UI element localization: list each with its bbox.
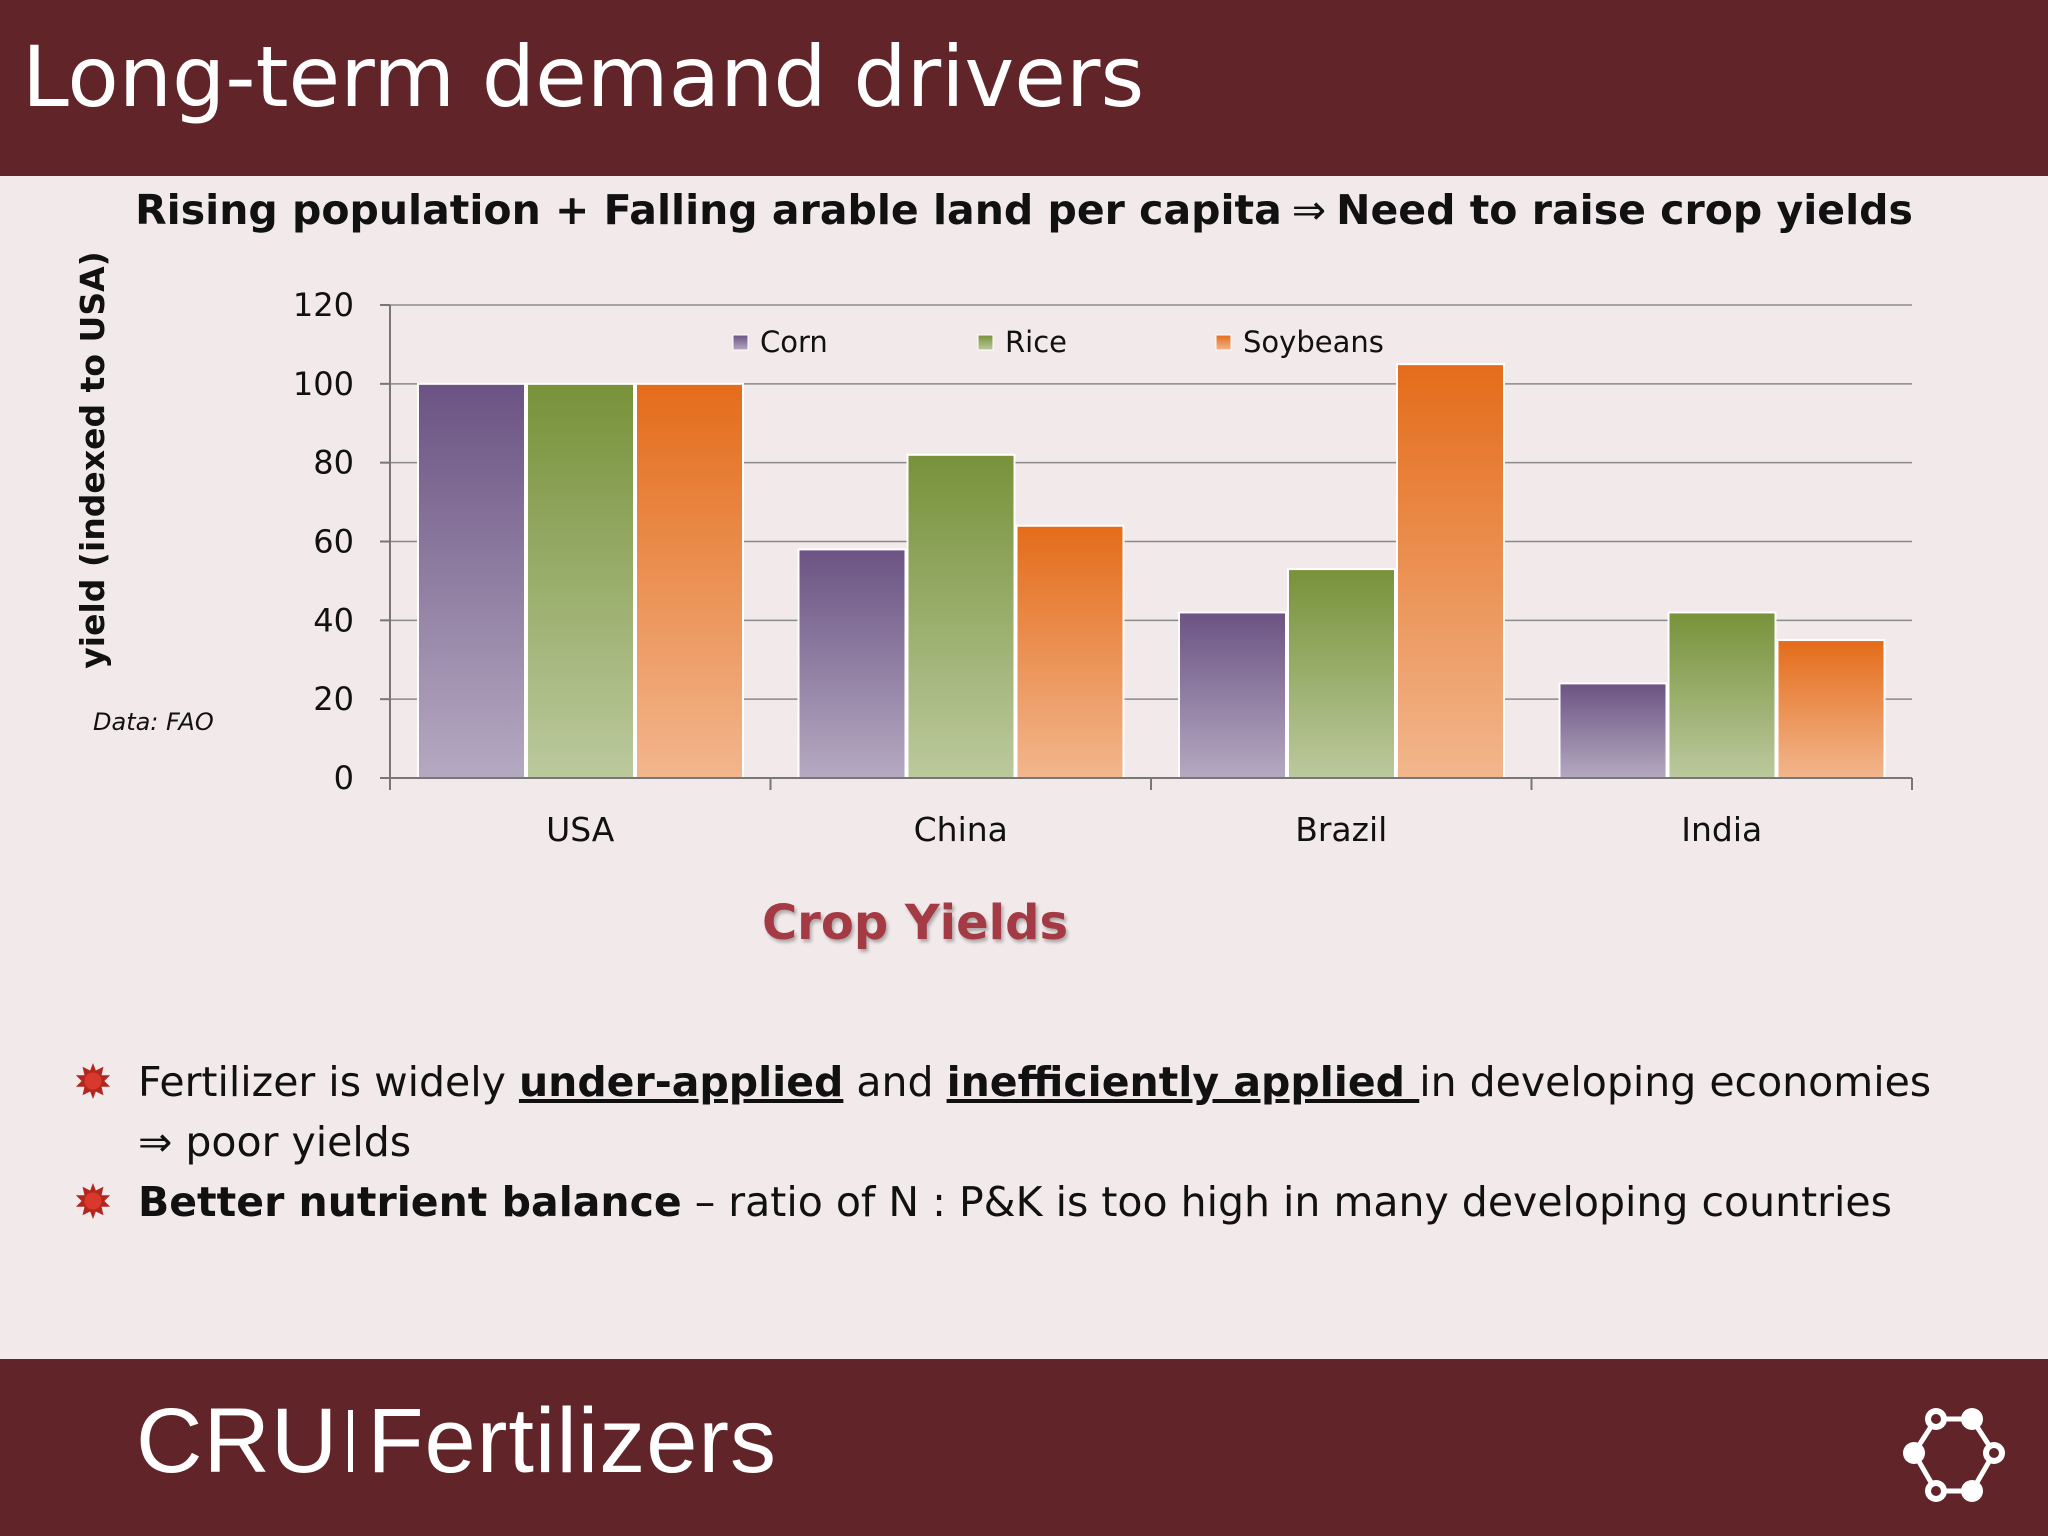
under-applied-text: under-applied — [518, 1058, 844, 1106]
bar-soybeans-china — [1015, 524, 1125, 779]
starburst-icon — [75, 1182, 111, 1220]
y-tick-label: 40 — [313, 601, 354, 639]
bar-corn-usa — [417, 382, 526, 779]
x-tick-label: China — [914, 810, 1008, 849]
x-tick-label: USA — [546, 810, 615, 849]
bar-rice-brazil — [1287, 568, 1396, 780]
bar-rice-india — [1667, 611, 1777, 780]
bar-corn-india — [1558, 682, 1668, 780]
bar-soybeans-usa — [635, 382, 744, 779]
bar-soybeans-india — [1776, 639, 1886, 780]
bullet-list: Fertilizer is widely under-applied and i… — [74, 1052, 1974, 1232]
legend-label: Soybeans — [1243, 325, 1384, 359]
starburst-icon — [75, 1062, 111, 1100]
slide-subtitle: Rising population + Falling arable land … — [0, 186, 2048, 234]
y-tick-label: 100 — [293, 365, 354, 403]
brand-divider — [348, 1410, 354, 1472]
bar-corn-brazil — [1178, 611, 1287, 780]
data-source-note: Data: FAO — [93, 708, 214, 736]
ring-nodes-icon — [1903, 1408, 2005, 1502]
implies-arrow: ⇒ — [1291, 186, 1327, 234]
y-tick-label: 80 — [313, 444, 354, 482]
bar-soybeans-brazil — [1396, 363, 1505, 779]
legend-label: Corn — [760, 325, 828, 359]
bar-rice-usa — [526, 382, 635, 779]
bars — [417, 363, 1886, 780]
crop-yields-chart: 0 20 40 60 80 100 120 USA China Brazil India Corn R… — [73, 251, 1913, 849]
legend: Corn Rice Soybeans — [732, 325, 1384, 359]
y-tick-label: 20 — [313, 680, 354, 718]
legend-swatch — [977, 334, 994, 351]
legend-label: Rice — [1005, 325, 1067, 359]
page-title: Long-term demand drivers — [22, 28, 1145, 126]
y-tick-label: 60 — [313, 523, 354, 561]
chart-title: Crop Yields — [761, 895, 1069, 951]
y-axis-label: yield (indexed to USA) — [73, 251, 112, 668]
title-bar: Long-term demand drivers — [0, 0, 2048, 176]
nutrient-balance-heading: Better nutrient balance — [138, 1178, 682, 1226]
x-tick-label: Brazil — [1295, 810, 1387, 849]
y-tick-label: 0 — [334, 759, 354, 797]
footer-bar: CRU Fertilizers — [0, 1359, 2048, 1536]
bar-corn-china — [797, 548, 907, 780]
axes: 0 20 40 60 80 100 120 USA China Brazil India — [293, 286, 1913, 849]
brand-logo-text: CRU Fertilizers — [136, 1390, 778, 1492]
bullet-item-fertilizer: Fertilizer is widely under-applied and i… — [74, 1052, 1974, 1172]
bullet-item-nutrient-balance: Better nutrient balance – ratio of N : P… — [74, 1172, 1974, 1232]
inefficiently-applied-text: inefficiently applied — [946, 1058, 1420, 1106]
subtitle-left: Rising population + Falling arable land … — [135, 186, 1282, 234]
y-tick-label: 120 — [293, 286, 354, 324]
legend-swatch — [1215, 334, 1232, 351]
x-tick-label: India — [1681, 810, 1762, 849]
bar-rice-china — [906, 453, 1016, 779]
subtitle-right: Need to raise crop yields — [1336, 186, 1913, 234]
legend-swatch — [732, 334, 749, 351]
